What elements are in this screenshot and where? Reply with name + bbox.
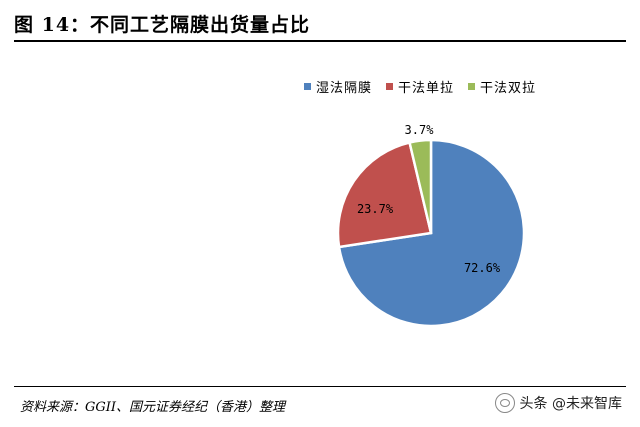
chart-legend: 湿法隔膜 干法单拉 干法双拉 <box>304 77 536 96</box>
legend-swatch-wet <box>304 83 311 90</box>
figure-title: 图 14：不同工艺隔膜出货量占比 <box>14 14 311 36</box>
legend-label-dry-single: 干法单拉 <box>398 81 455 96</box>
footer-divider <box>14 386 626 387</box>
title-divider <box>14 40 626 42</box>
legend-label-dry-double: 干法双拉 <box>480 81 537 96</box>
wechat-icon <box>494 393 515 413</box>
watermark: 头条 @未来智库 <box>490 392 626 414</box>
pie-slice-3 <box>408 138 433 234</box>
pie-label-1: 72.6% <box>464 261 501 275</box>
pie-label-3: 3.7% <box>405 123 435 137</box>
legend-item-wet: 湿法隔膜 <box>304 77 372 96</box>
legend-item-dry-double: 干法双拉 <box>468 77 536 96</box>
legend-item-dry-single: 干法单拉 <box>386 77 454 96</box>
pie-label-2: 23.7% <box>357 202 394 216</box>
legend-label-wet: 湿法隔膜 <box>316 81 373 96</box>
source-note: 资料来源：GGII、国元证券经纪（香港）整理 <box>20 400 286 415</box>
watermark-text: 头条 @未来智库 <box>519 396 622 412</box>
pie-slice-2 <box>336 140 433 249</box>
legend-swatch-dry-double <box>468 83 476 90</box>
legend-swatch-dry-single <box>386 83 394 90</box>
